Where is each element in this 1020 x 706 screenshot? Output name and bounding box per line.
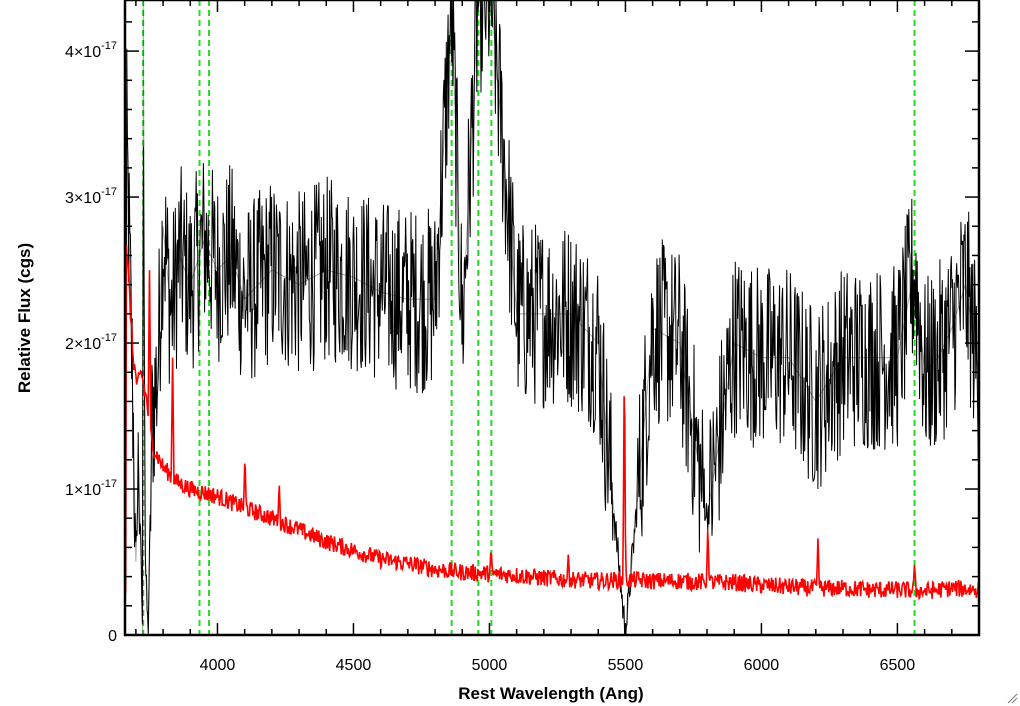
y-tick-label: 2×10-17 (65, 332, 117, 353)
y-tick-mantissa: 3×10 (65, 190, 101, 207)
x-tick-label: 6000 (744, 657, 780, 674)
series-group (124, 0, 980, 636)
series-red-spectrum (124, 244, 980, 601)
y-axis-title: Relative Flux (cgs) (15, 243, 34, 393)
y-tick-label: 1×10-17 (65, 478, 117, 499)
y-tick-label: 0 (108, 628, 117, 645)
y-tick-mantissa: 1×10 (65, 482, 101, 499)
x-tick-label: 4500 (336, 657, 372, 674)
x-axis-title: Rest Wavelength (Ang) (458, 684, 643, 703)
y-tick-exponent: -17 (101, 332, 117, 344)
x-tick-label: 5500 (608, 657, 644, 674)
x-tick-label: 6500 (880, 657, 916, 674)
y-tick-mantissa: 2×10 (65, 336, 101, 353)
x-tick-label: 4000 (200, 657, 236, 674)
y-tick-label: 3×10-17 (65, 186, 117, 207)
y-tick-exponent: -17 (101, 186, 117, 198)
y-tick-label: 4×10-17 (65, 40, 117, 61)
series-black-spectrum (124, 0, 980, 636)
y-tick-mantissa: 4×10 (65, 44, 101, 61)
plot-frame (123, 0, 981, 637)
line-markers-group (142, 0, 916, 635)
x-tick-label: 5000 (472, 657, 508, 674)
y-tick-exponent: -17 (101, 478, 117, 490)
y-axis-ticks: 01×10-172×10-173×10-174×10-17 (65, 21, 979, 645)
resize-grip-icon[interactable] (1006, 692, 1018, 704)
y-tick-exponent: -17 (101, 40, 117, 52)
x-axis-ticks: 4000 4500 5000 5500 6000 6500 (135, 0, 980, 674)
